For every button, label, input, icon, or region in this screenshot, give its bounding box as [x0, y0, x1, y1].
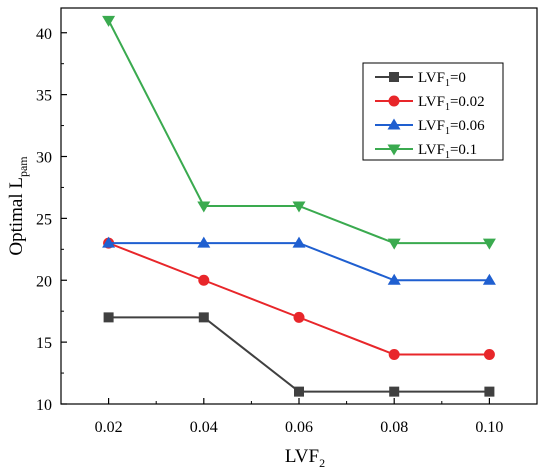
x-tick-label: 0.08 [380, 419, 408, 436]
legend-marker [387, 118, 401, 130]
y-axis-title: Optimal Lpam [6, 156, 30, 256]
data-point [483, 349, 495, 360]
data-point [387, 238, 401, 250]
x-tick-label: 0.04 [190, 419, 218, 436]
x-axis-title: LVF2 [285, 446, 325, 470]
y-tick-label: 30 [36, 150, 52, 167]
legend-marker [387, 144, 401, 156]
series-4 [102, 15, 496, 250]
data-point [389, 386, 400, 397]
legend-label: LVF1=0.06 [418, 118, 485, 137]
series-layer [102, 15, 496, 397]
series-line [108, 242, 490, 282]
data-point [292, 201, 306, 213]
y-tick-label: 35 [36, 88, 52, 105]
series-1 [103, 312, 495, 397]
data-point [292, 236, 306, 248]
legend-entry: LVF1=0.06 [375, 118, 485, 137]
x-tick-label: 0.02 [95, 419, 123, 436]
series-3 [102, 236, 496, 285]
legend-marker [388, 95, 400, 107]
y-tick-label: 25 [36, 211, 52, 228]
data-point [482, 273, 496, 285]
y-tick-label: 20 [36, 273, 52, 290]
legend-entry: LVF1=0.1 [375, 142, 477, 161]
data-point [103, 312, 114, 323]
data-point [102, 236, 116, 248]
data-point [294, 386, 304, 397]
x-tick-label: 0.10 [475, 419, 503, 436]
data-point [484, 386, 495, 397]
legend-marker [389, 72, 399, 82]
data-point [197, 236, 211, 248]
y-tick-label: 15 [36, 335, 52, 352]
axes: 0.02 0.04 0.06 0.08 0.10 10 15 20 25 30 35 40 [36, 26, 503, 436]
y-tick-label: 40 [36, 26, 52, 43]
legend-box [362, 62, 504, 161]
legend-label: LVF1=0.1 [418, 142, 477, 161]
data-point [293, 311, 305, 323]
data-point [198, 274, 210, 286]
y-tick-label: 10 [36, 397, 52, 414]
data-point [387, 273, 401, 285]
series-2 [103, 237, 495, 360]
data-point [482, 238, 496, 250]
legend-label: LVF1=0.02 [418, 94, 485, 113]
legend-entry: LVF1=0.02 [375, 94, 485, 113]
legend: LVF1=0 LVF1=0.02 LVF1=0.06 LVF1=0.1 [362, 62, 504, 161]
series-line [108, 242, 490, 356]
data-point [102, 15, 116, 27]
data-point [198, 312, 209, 323]
x-tick-label: 0.06 [285, 419, 313, 436]
data-point [388, 349, 400, 360]
legend-entry: LVF1=0 [375, 70, 466, 89]
data-point [197, 201, 211, 213]
legend-label: LVF1=0 [418, 70, 466, 89]
